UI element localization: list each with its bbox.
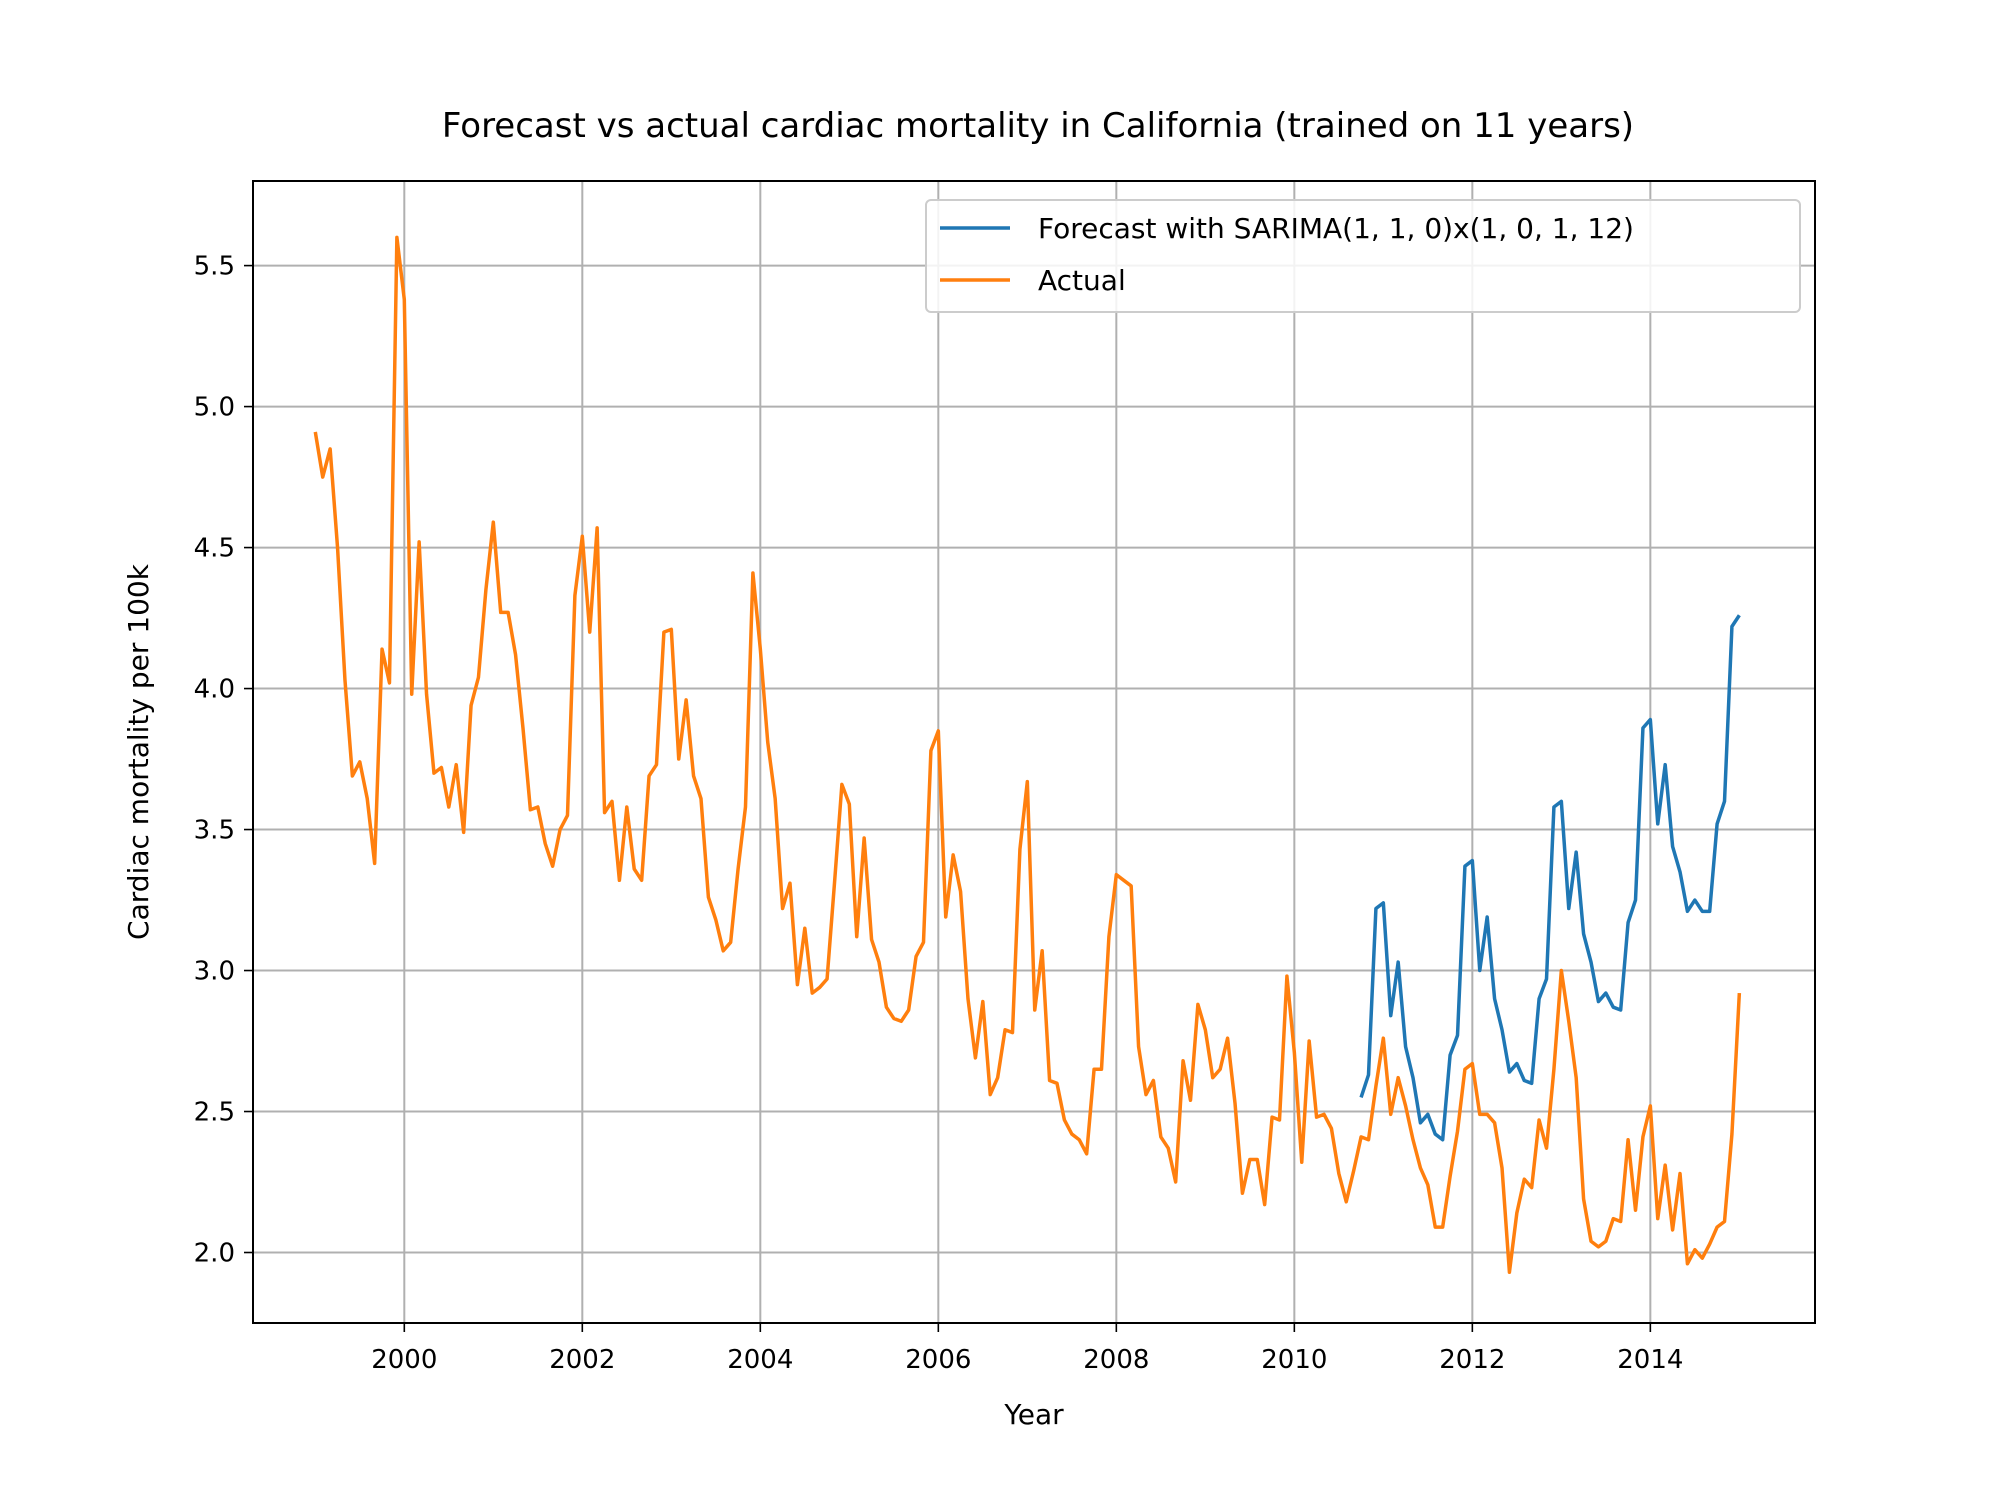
x-tick-label: 2012 bbox=[1439, 1345, 1505, 1375]
y-tick-label: 5.0 bbox=[194, 393, 235, 423]
y-tick-label: 2.5 bbox=[194, 1098, 235, 1128]
legend-label-actual: Actual bbox=[1038, 264, 1126, 297]
legend-box bbox=[925, 199, 1801, 313]
x-axis-title: Year bbox=[1003, 1398, 1064, 1431]
x-tick-label: 2008 bbox=[1083, 1345, 1149, 1375]
y-axis-title: Cardiac mortality per 100k bbox=[122, 563, 155, 940]
x-tick-label: 2014 bbox=[1617, 1345, 1683, 1375]
legend-label-forecast: Forecast with SARIMA(1, 1, 0)x(1, 0, 1, … bbox=[1038, 212, 1634, 245]
x-tick-label: 2000 bbox=[371, 1345, 437, 1375]
x-tick-label: 2004 bbox=[727, 1345, 793, 1375]
legend: Forecast with SARIMA(1, 1, 0)x(1, 0, 1, … bbox=[925, 199, 1801, 313]
y-tick-label: 3.5 bbox=[194, 816, 235, 846]
series-line-actual bbox=[313, 235, 1742, 1274]
y-tick-label: 3.0 bbox=[194, 957, 235, 987]
x-tick-label: 2006 bbox=[905, 1345, 971, 1375]
x-tick-label: 2002 bbox=[549, 1345, 615, 1375]
series-line-forecast bbox=[1359, 614, 1741, 1142]
x-tick-label: 2010 bbox=[1261, 1345, 1327, 1375]
y-tick-label: 2.0 bbox=[194, 1239, 235, 1269]
series-layer bbox=[313, 235, 1742, 1274]
y-tick-label: 4.5 bbox=[194, 534, 235, 564]
tick-layer: 2000 2002 2004 2006 2008 2010 2012 2014 2.0 2.5 3.… bbox=[194, 252, 1684, 1375]
plot-frame bbox=[252, 180, 1816, 1324]
y-tick-label: 4.0 bbox=[194, 675, 235, 705]
y-tick-label: 5.5 bbox=[194, 252, 235, 282]
chart-title: Forecast vs actual cardiac mortality in … bbox=[442, 106, 1634, 146]
